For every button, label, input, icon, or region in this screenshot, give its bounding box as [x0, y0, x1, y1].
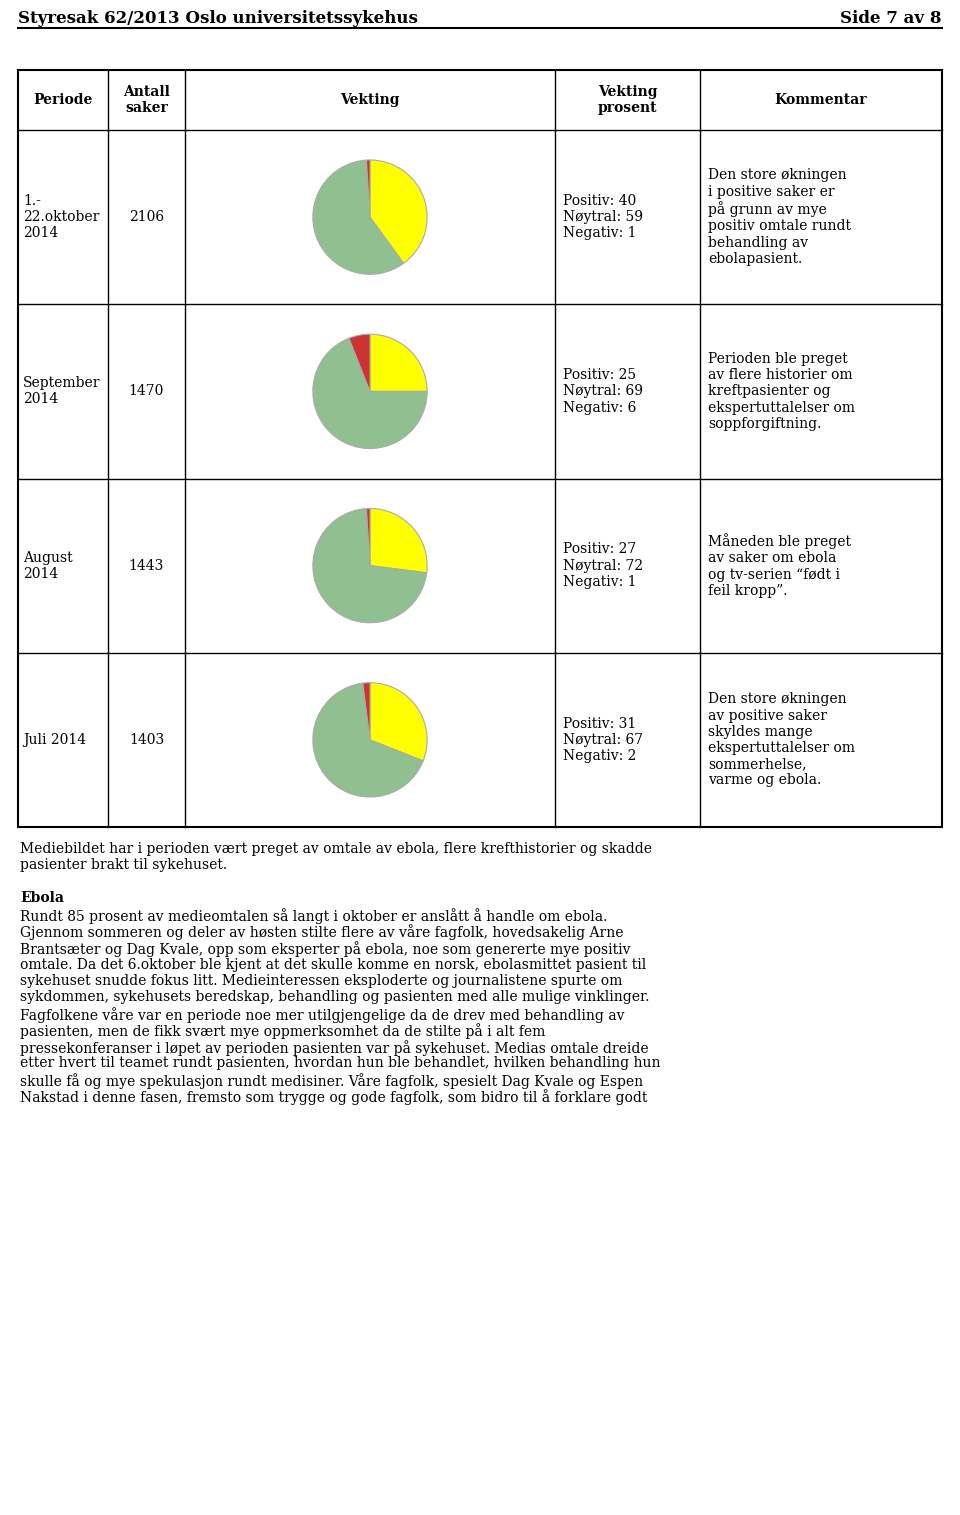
Wedge shape [313, 338, 427, 448]
Wedge shape [370, 509, 427, 573]
Text: Periode: Periode [34, 92, 93, 108]
Text: Antall
saker: Antall saker [123, 85, 170, 115]
Wedge shape [363, 683, 370, 739]
Text: Mediebildet har i perioden vært preget av omtale av ebola, flere krefthistorier : Mediebildet har i perioden vært preget a… [20, 842, 652, 856]
Wedge shape [313, 161, 403, 274]
Text: 1470: 1470 [129, 385, 164, 398]
Text: 1.-
22.oktober
2014: 1.- 22.oktober 2014 [23, 194, 100, 241]
Text: pasienten, men de fikk svært mye oppmerksomhet da de stilte på i alt fem: pasienten, men de fikk svært mye oppmerk… [20, 1024, 545, 1039]
Wedge shape [370, 335, 427, 391]
Text: Rundt 85 prosent av medieomtalen så langt i oktober er anslått å handle om ebola: Rundt 85 prosent av medieomtalen så lang… [20, 907, 608, 924]
Text: Den store økningen
i positive saker er
på grunn av mye
positiv omtale rundt
beha: Den store økningen i positive saker er p… [708, 168, 851, 265]
Text: August
2014: August 2014 [23, 550, 73, 580]
Text: pressekonferanser i løpet av perioden pasienten var på sykehuset. Medias omtale : pressekonferanser i løpet av perioden pa… [20, 1039, 649, 1056]
Bar [18, 70, 942, 827]
Wedge shape [370, 683, 427, 761]
Text: 2106: 2106 [129, 211, 164, 224]
Text: sykdommen, sykehusets beredskap, behandling og pasienten med alle mulige vinklin: sykdommen, sykehusets beredskap, behandl… [20, 991, 650, 1004]
Text: September
2014: September 2014 [23, 376, 101, 406]
Text: Vekting: Vekting [340, 92, 399, 108]
Wedge shape [367, 509, 370, 565]
Text: Styresak 62/2013 Oslo universitetssykehus: Styresak 62/2013 Oslo universitetssykehu… [18, 11, 418, 27]
Wedge shape [370, 161, 427, 264]
Text: sykehuset snudde fokus litt. Medieinteressen eksploderte og journalistene spurte: sykehuset snudde fokus litt. Medieintere… [20, 974, 622, 988]
Text: 1403: 1403 [129, 733, 164, 747]
Text: Positiv: 31
Nøytral: 67
Negativ: 2: Positiv: 31 Nøytral: 67 Negativ: 2 [563, 717, 643, 764]
Text: Positiv: 40
Nøytral: 59
Negativ: 1: Positiv: 40 Nøytral: 59 Negativ: 1 [563, 194, 643, 241]
Text: Brantsæter og Dag Kvale, opp som eksperter på ebola, noe som genererte mye posit: Brantsæter og Dag Kvale, opp som ekspert… [20, 941, 631, 957]
Text: Nakstad i denne fasen, fremsto som trygge og gode fagfolk, som bidro til å forkl: Nakstad i denne fasen, fremsto som trygg… [20, 1089, 647, 1106]
Wedge shape [349, 335, 370, 391]
Text: Kommentar: Kommentar [775, 92, 867, 108]
Text: omtale. Da det 6.oktober ble kjent at det skulle komme en norsk, ebolasmittet pa: omtale. Da det 6.oktober ble kjent at de… [20, 957, 646, 971]
Text: pasienter brakt til sykehuset.: pasienter brakt til sykehuset. [20, 859, 228, 873]
Text: Den store økningen
av positive saker
skyldes mange
ekspertuttalelser om
sommerhe: Den store økningen av positive saker sky… [708, 692, 855, 788]
Text: Positiv: 25
Nøytral: 69
Negativ: 6: Positiv: 25 Nøytral: 69 Negativ: 6 [563, 368, 643, 415]
Text: Gjennom sommeren og deler av høsten stilte flere av våre fagfolk, hovedsakelig A: Gjennom sommeren og deler av høsten stil… [20, 924, 623, 941]
Wedge shape [367, 161, 370, 217]
Text: Juli 2014: Juli 2014 [23, 733, 86, 747]
Text: Måneden ble preget
av saker om ebola
og tv-serien “født i
feil kropp”.: Måneden ble preget av saker om ebola og … [708, 533, 851, 598]
Text: 1443: 1443 [129, 559, 164, 573]
Text: Vekting
prosent: Vekting prosent [598, 85, 658, 115]
Text: skulle få og mye spekulasjon rundt medisiner. Våre fagfolk, spesielt Dag Kvale o: skulle få og mye spekulasjon rundt medis… [20, 1073, 643, 1089]
Text: Fagfolkene våre var en periode noe mer utilgjengelige da de drev med behandling : Fagfolkene våre var en periode noe mer u… [20, 1007, 625, 1023]
Text: Positiv: 27
Nøytral: 72
Negativ: 1: Positiv: 27 Nøytral: 72 Negativ: 1 [563, 542, 643, 589]
Text: Perioden ble preget
av flere historier om
kreftpasienter og
ekspertuttalelser om: Perioden ble preget av flere historier o… [708, 351, 855, 430]
Wedge shape [313, 683, 423, 797]
Text: Side 7 av 8: Side 7 av 8 [841, 11, 942, 27]
Text: Ebola: Ebola [20, 891, 64, 906]
Wedge shape [313, 509, 426, 623]
Text: etter hvert til teamet rundt pasienten, hvordan hun ble behandlet, hvilken behan: etter hvert til teamet rundt pasienten, … [20, 1056, 660, 1071]
